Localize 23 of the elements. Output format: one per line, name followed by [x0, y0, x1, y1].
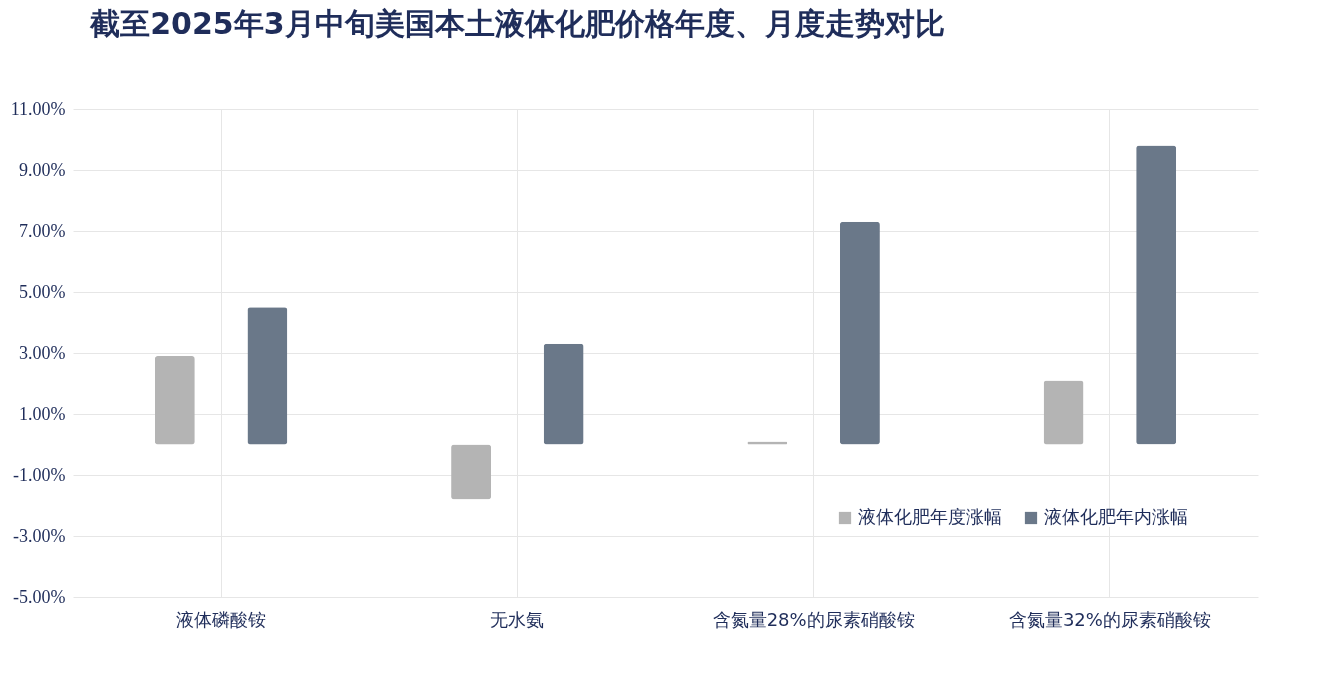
bar: [543, 343, 584, 445]
bar: [154, 356, 195, 445]
bar: [839, 221, 880, 445]
bar: [1043, 380, 1084, 445]
y-tick-label: -5.00%: [13, 586, 66, 607]
bar: [1136, 145, 1177, 445]
y-tick-label: 1.00%: [19, 403, 66, 424]
x-tick-label: 无水氨: [490, 608, 545, 630]
y-tick-label: 3.00%: [19, 342, 66, 363]
bar: [451, 444, 492, 500]
legend-label: 液体化肥年内涨幅: [1044, 506, 1188, 527]
y-tick-label: 5.00%: [19, 281, 66, 302]
x-tick-label: 液体磷酸铵: [176, 608, 267, 630]
chart-title: 截至2025年3月中旬美国本土液体化肥价格年度、月度走势对比: [89, 6, 945, 41]
y-tick-label: -3.00%: [13, 525, 66, 546]
y-tick-label: 7.00%: [19, 220, 66, 241]
bar: [247, 307, 288, 445]
y-tick-label: -1.00%: [13, 464, 66, 485]
x-tick-label: 含氮量28%的尿素硝酸铵: [712, 608, 915, 630]
y-tick-label: 11.00%: [10, 98, 66, 119]
y-tick-label: 9.00%: [19, 159, 66, 180]
legend-label: 液体化肥年度涨幅: [858, 506, 1002, 527]
x-tick-label: 含氮量32%的尿素硝酸铵: [1008, 608, 1211, 630]
